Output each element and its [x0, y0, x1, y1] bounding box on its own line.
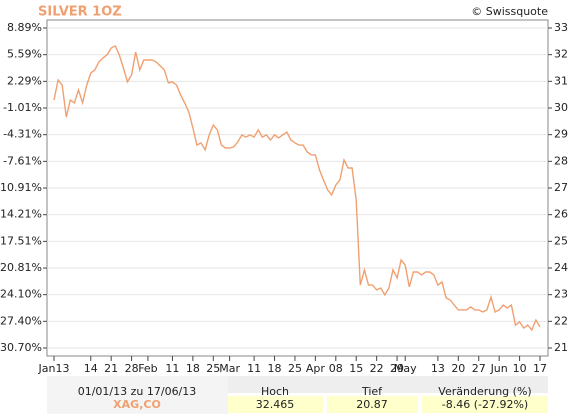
y-tick-label: 32	[554, 48, 568, 61]
x-tick-label: May	[394, 362, 417, 375]
source: © Swissquote	[471, 5, 548, 18]
footer-bg	[47, 376, 228, 414]
x-tick-label: 15	[349, 362, 363, 375]
x-tick-label: 21	[104, 362, 118, 375]
y2-tick-label: 14.21%	[0, 208, 42, 221]
x-tick-label: Jan13	[38, 362, 70, 375]
low-label: Tief	[361, 385, 383, 398]
y2-tick-label: 17.51%	[0, 234, 42, 247]
x-tick-label: 13	[431, 362, 445, 375]
low: 20.87	[356, 398, 388, 411]
cell-bg	[327, 396, 418, 413]
symbol: XAG,CO	[113, 398, 161, 411]
y2-tick-label: 20.81%	[0, 261, 42, 274]
y-tick-label: 27	[554, 181, 568, 194]
cell-bg	[422, 396, 548, 413]
y2-tick-label: -7.61%	[3, 154, 42, 167]
x-tick-label: 14	[84, 362, 98, 375]
x-tick-label: 11	[247, 362, 261, 375]
x-tick-label: 18	[268, 362, 282, 375]
high-label: Hoch	[261, 385, 289, 398]
x-tick-label: Apr	[306, 362, 326, 375]
footer-header-bg	[228, 376, 548, 393]
y-tick-label: 25	[554, 234, 568, 247]
x-tick-label: 11	[165, 362, 179, 375]
y2-tick-label: -1.01%	[3, 101, 42, 114]
y2-tick-label: 24.10%	[0, 288, 42, 301]
period: 01/01/13 zu 17/06/13	[78, 385, 197, 398]
y2-tick-label: 10.91%	[0, 181, 42, 194]
x-tick-label: 22	[370, 362, 384, 375]
x-tick-label: 08	[329, 362, 343, 375]
y2-tick-label: 27.40%	[0, 314, 42, 327]
y-tick-label: 24	[554, 261, 568, 274]
y-tick-label: 31	[554, 74, 568, 87]
cell-bg	[228, 396, 323, 413]
x-tick-label: 27	[472, 362, 486, 375]
x-tick-label: 25	[206, 362, 220, 375]
x-tick-label: 28	[125, 362, 139, 375]
y2-tick-label: -4.31%	[3, 128, 42, 141]
x-tick-label: 17	[533, 362, 547, 375]
y-tick-label: 28	[554, 154, 568, 167]
change: -8.46 (-27.92%)	[442, 398, 528, 411]
y-tick-label: 23	[554, 288, 568, 301]
x-tick-label: 25	[288, 362, 302, 375]
y-tick-label: 26	[554, 208, 568, 221]
x-tick-label: Feb	[138, 362, 157, 375]
x-tick-label: Jun	[490, 362, 508, 375]
y-tick-label: 30	[554, 101, 568, 114]
y-tick-label: 21	[554, 341, 568, 354]
y2-tick-label: 2.29%	[7, 74, 42, 87]
y-tick-label: 29	[554, 128, 568, 141]
price-line	[53, 44, 541, 332]
x-tick-label: 29	[390, 362, 404, 375]
x-tick-label: 20	[451, 362, 465, 375]
x-tick-label: 18	[186, 362, 200, 375]
high: 32.465	[256, 398, 295, 411]
y-tick-label: 22	[554, 314, 568, 327]
x-tick-label: 10	[513, 362, 527, 375]
y2-tick-label: 8.89%	[7, 21, 42, 34]
chart-title: SILVER 1OZ	[38, 5, 122, 20]
y-tick-label: 33	[554, 21, 568, 34]
y2-tick-label: 5.59%	[7, 48, 42, 61]
change-label: Veränderung (%)	[438, 385, 531, 398]
x-tick-label: Mar	[219, 362, 240, 375]
y2-tick-label: 30.70%	[0, 341, 42, 354]
